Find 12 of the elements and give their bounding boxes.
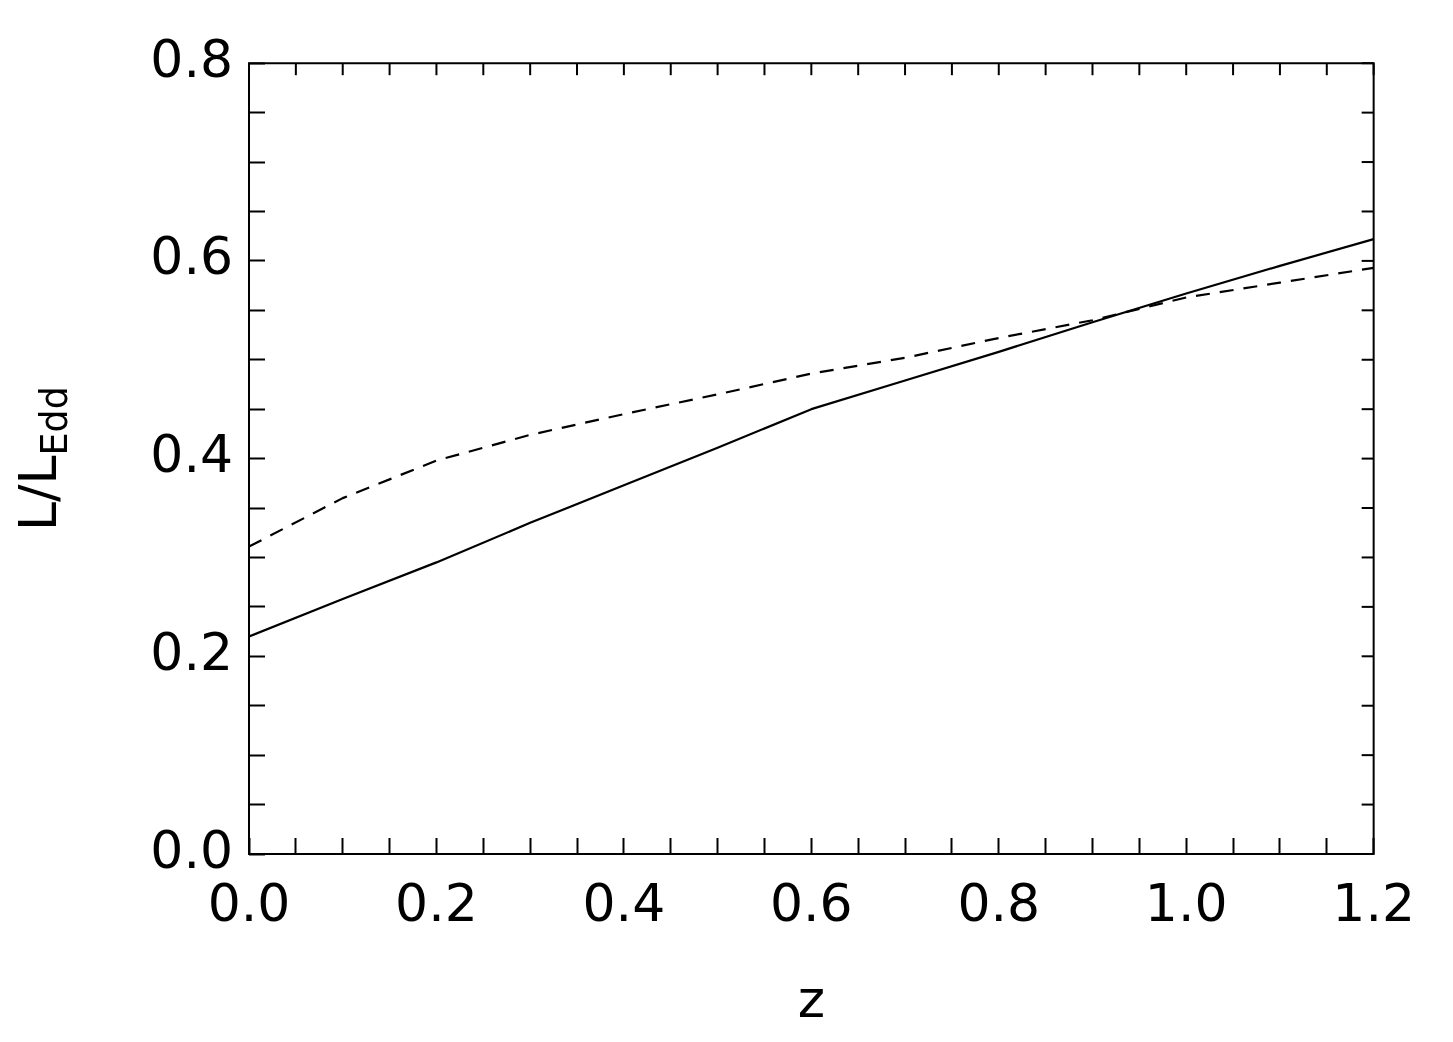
y-axis-title: L/LEdd xyxy=(7,386,77,531)
x-tick-label: 0.2 xyxy=(395,872,478,933)
y-tick-label: 0.2 xyxy=(150,621,233,682)
x-tick-label: 1.2 xyxy=(1332,872,1415,933)
y-tick-label: 0.8 xyxy=(150,28,233,89)
x-tick-label: 0.8 xyxy=(957,872,1041,933)
x-tick-label: 0.4 xyxy=(582,872,666,933)
y-tick-label: 0.4 xyxy=(150,424,233,485)
x-tick-label: 1.0 xyxy=(1144,872,1228,933)
y-tick-label: 0.6 xyxy=(150,226,233,287)
x-tick-label: 0.6 xyxy=(769,872,853,933)
x-axis-title: z xyxy=(797,968,825,1029)
